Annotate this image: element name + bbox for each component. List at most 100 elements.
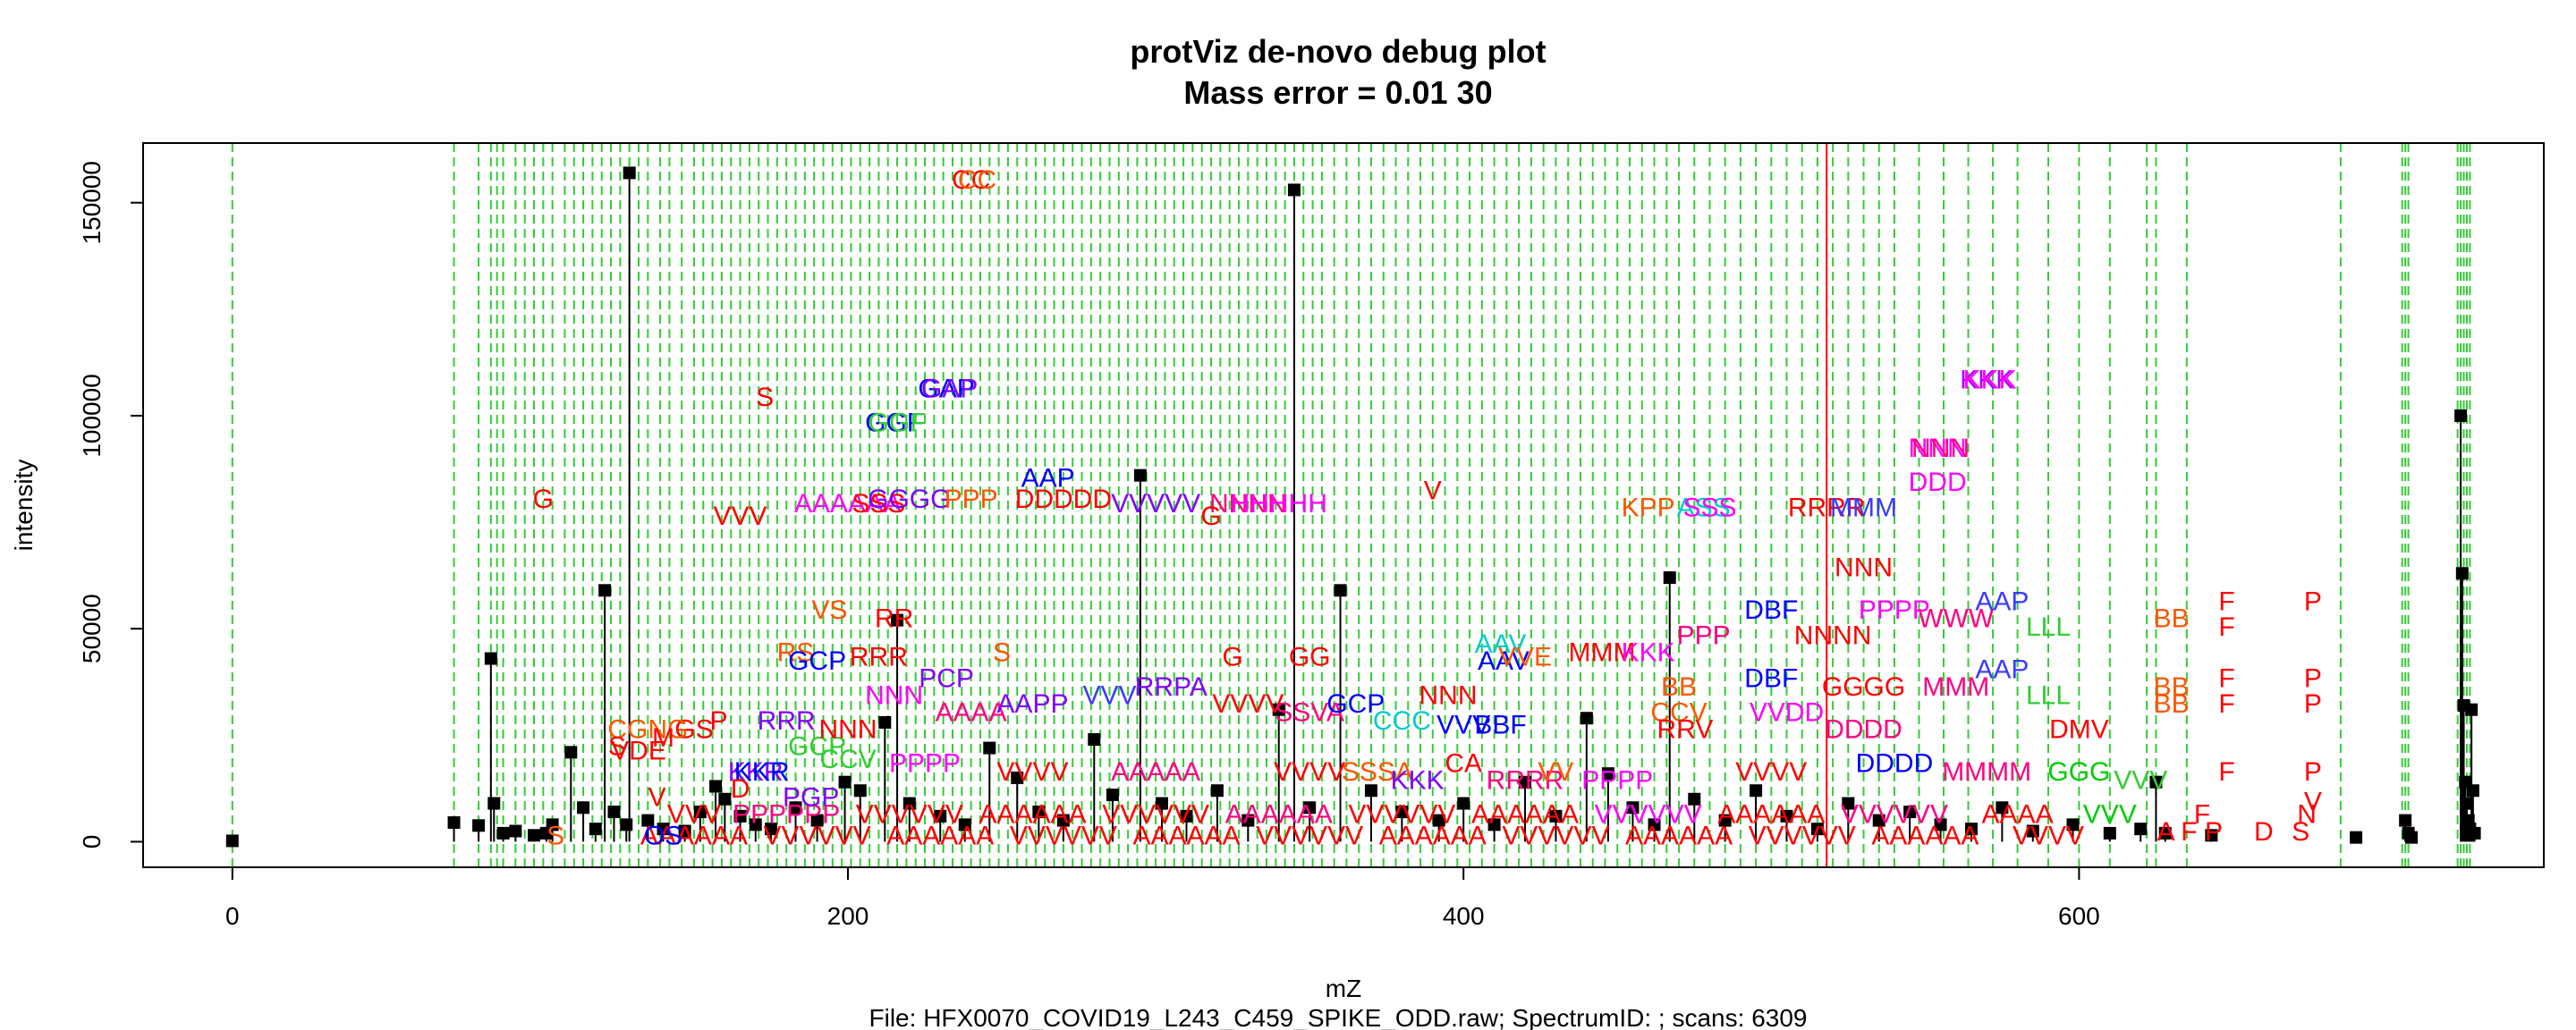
peak-point — [564, 746, 578, 759]
peak-annotation: CCV — [819, 745, 876, 774]
peak-point — [623, 166, 636, 180]
peak-point — [718, 792, 732, 806]
peak-annotation: AAAA — [1982, 800, 2054, 830]
peak-annotation: AAAAAA — [1625, 822, 1733, 851]
peak-annotation: AAAAAA — [1717, 800, 1825, 830]
peak-annotation: G — [533, 485, 554, 514]
peak-point — [598, 584, 612, 597]
peak-point — [902, 797, 916, 810]
peak-point — [1810, 823, 1824, 836]
peak-annotation: G — [1222, 642, 1242, 671]
peak-annotation: HHHHH — [1231, 489, 1327, 519]
peak-point — [1601, 767, 1614, 781]
peak-point — [1487, 818, 1501, 832]
peak-point — [2158, 826, 2172, 840]
peak-annotation: S — [993, 638, 1011, 668]
peak-point — [577, 801, 590, 815]
peak-annotation: VVVVVV — [1102, 800, 1209, 830]
peak-annotation: CC — [958, 165, 996, 195]
peak-annotation: PPP — [945, 485, 998, 514]
peak-point — [1964, 823, 1978, 836]
peak-point — [1872, 814, 1885, 827]
y-tick-label: 50000 — [78, 594, 106, 663]
peak-point — [1303, 801, 1317, 815]
peak-point — [528, 829, 541, 842]
peak-annotation: GS — [674, 714, 713, 744]
peak-point — [1287, 183, 1301, 197]
peak-point — [749, 818, 762, 832]
chart-title: protViz de-novo debug plot — [1130, 33, 1546, 70]
peak-annotation: A F P — [2157, 817, 2223, 847]
peak-point — [1688, 792, 1701, 806]
peak-annotation: VVVVVV — [1595, 800, 1702, 830]
peak-point — [1180, 809, 1193, 823]
peak-point — [733, 809, 747, 823]
peak-point — [1272, 703, 1285, 716]
peak-point — [1996, 801, 2009, 815]
peak-annotation: VVV — [1436, 711, 1490, 740]
peak-annotation: S — [756, 383, 774, 412]
peak-annotation: DMV — [2049, 714, 2109, 744]
peak-annotation: AAAAAA — [1132, 822, 1240, 851]
peak-point — [838, 775, 852, 789]
y-axis-label: intensity — [10, 460, 38, 552]
peak-annotation: VVVVVV — [1348, 800, 1455, 830]
peak-point — [709, 780, 723, 793]
peak-point — [472, 819, 486, 832]
peak-annotation: KKK — [1960, 366, 2013, 395]
peak-annotation: M — [652, 723, 674, 753]
peak-annotation: MMM — [1922, 672, 1989, 702]
x-tick-label: 200 — [827, 902, 869, 930]
peak-annotation: VDE — [611, 736, 666, 765]
peak-annotation: S — [2292, 817, 2309, 847]
peak-point — [693, 806, 707, 819]
peak-point — [1718, 814, 1732, 827]
peak-annotation: BB — [2154, 689, 2190, 719]
peak-annotation: DDDD — [1856, 749, 1934, 779]
peak-point — [1155, 797, 1168, 810]
peak-point — [620, 818, 633, 832]
peak-annotation: GAP — [921, 374, 978, 403]
peak-annotation: NNN — [818, 714, 877, 744]
peak-annotation: VVV — [2083, 800, 2137, 830]
peak-annotation: VVVV — [996, 757, 1068, 787]
peak-annotation: AAAA — [936, 697, 1007, 727]
peak-annotation: BB — [2154, 672, 2190, 702]
peak-annotation: CCV — [1650, 697, 1707, 727]
peak-annotation: P — [709, 706, 727, 736]
peak-annotation: KKR — [734, 757, 790, 787]
peak-point — [2399, 814, 2412, 827]
peak-annotation: PPP — [1677, 621, 1731, 651]
peak-point — [1842, 797, 1855, 810]
peak-annotation: PPPPPP — [733, 800, 840, 830]
peak-point — [1580, 712, 1593, 725]
peak-point — [2468, 826, 2481, 840]
footer-caption: File: HFX0070_COVID19_L243_C459_SPIKE_OD… — [869, 1004, 1808, 1030]
peak-annotation: RRRR — [1487, 766, 1564, 796]
peak-annotation: MMM — [1569, 638, 1636, 668]
peak-point — [641, 814, 655, 827]
peak-annotation: VS — [811, 595, 847, 625]
peak-annotation: RR — [875, 604, 913, 634]
peak-annotation: OS — [644, 822, 682, 851]
peak-annotation: S — [547, 822, 564, 851]
peak-point — [934, 809, 947, 823]
peak-annotation: AAAAAA — [886, 822, 994, 851]
peak-annotation: P — [2304, 689, 2322, 719]
peak-annotation: VVV — [2114, 766, 2167, 796]
peak-point — [983, 741, 996, 755]
peak-annotation: G — [1200, 502, 1221, 531]
peak-annotation: SSVA — [1275, 697, 1344, 727]
peak-annotation: AAAAAA — [640, 822, 748, 851]
x-tick-label: 400 — [1443, 902, 1485, 930]
y-axis: 0 50000 100000 150000 — [78, 161, 144, 848]
peak-point — [546, 818, 559, 832]
peak-annotation: GG — [1289, 642, 1331, 671]
peak-annotation: GGGG — [868, 485, 951, 514]
peak-annotation: LLL — [2026, 680, 2071, 710]
chart-subtitle: Mass error = 0.01 30 — [1183, 74, 1492, 111]
peak-point — [1395, 806, 1409, 819]
peak-annotation: VVVVVV — [1256, 822, 1363, 851]
peak-annotation: AAP — [1021, 463, 1075, 493]
peak-annotation: F — [2218, 689, 2234, 719]
